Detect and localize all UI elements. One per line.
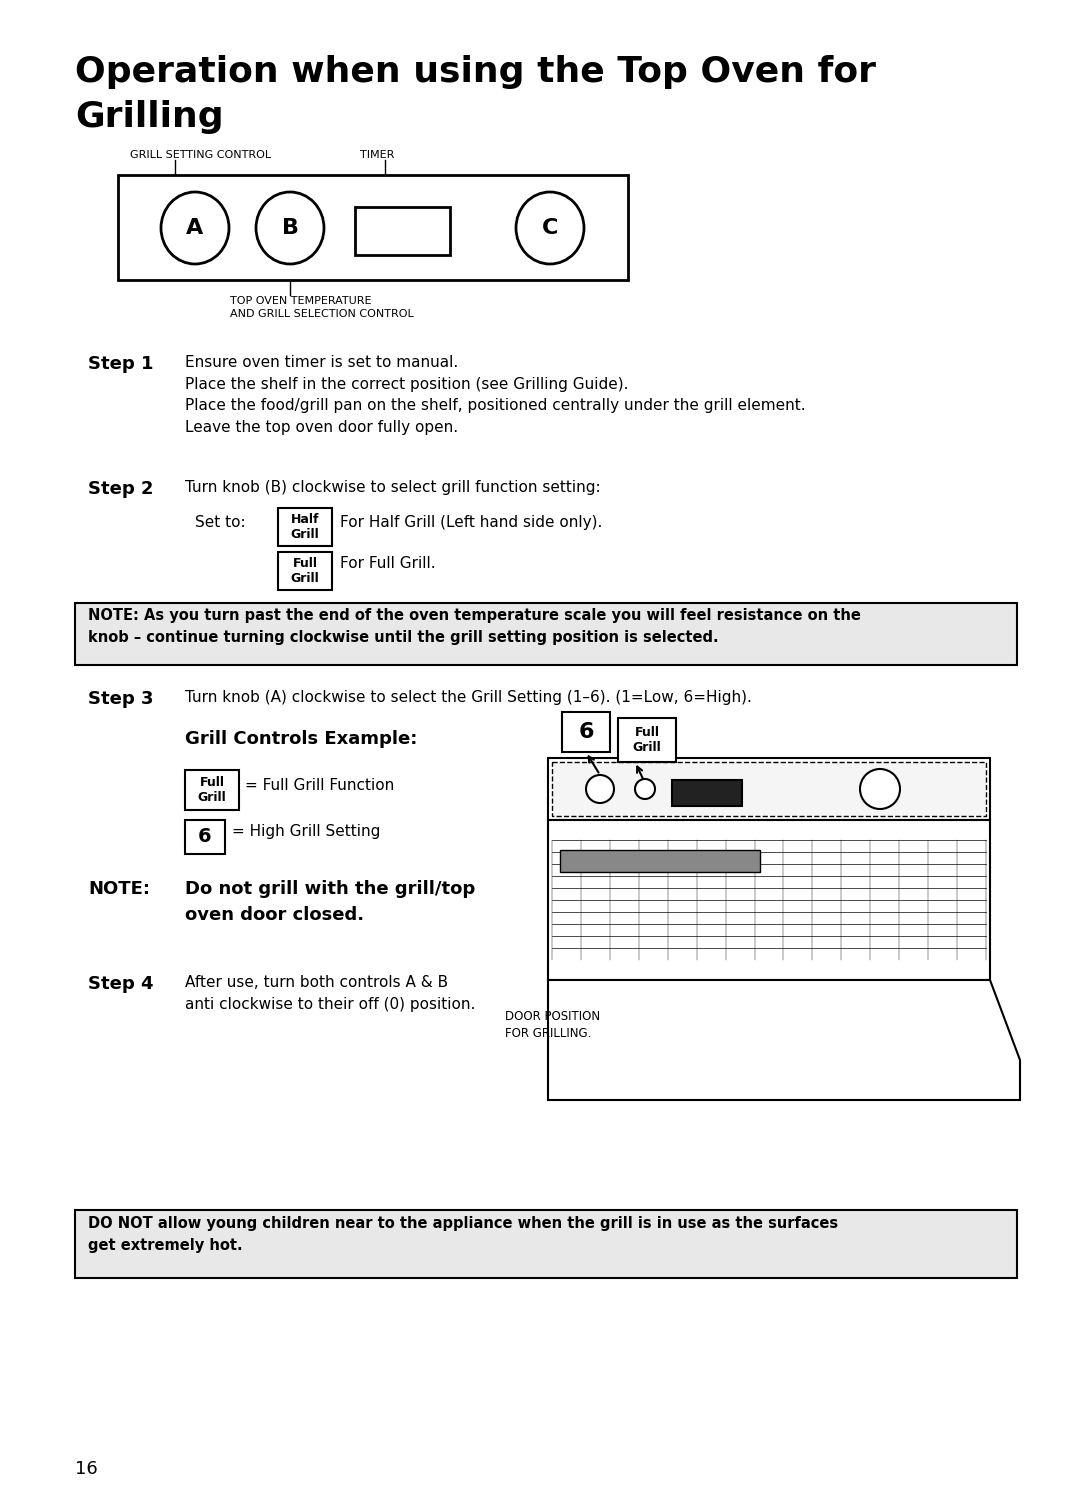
Text: C: C	[542, 218, 558, 239]
Text: Step 3: Step 3	[87, 691, 153, 709]
Circle shape	[860, 769, 900, 808]
Polygon shape	[552, 762, 986, 816]
Ellipse shape	[256, 192, 324, 264]
Text: 16: 16	[75, 1460, 98, 1478]
FancyBboxPatch shape	[75, 603, 1017, 665]
FancyBboxPatch shape	[185, 820, 225, 854]
Text: Step 4: Step 4	[87, 975, 153, 993]
Polygon shape	[548, 981, 1020, 1100]
Polygon shape	[548, 759, 990, 820]
Text: Turn knob (B) clockwise to select grill function setting:: Turn knob (B) clockwise to select grill …	[185, 480, 600, 496]
FancyBboxPatch shape	[278, 508, 332, 545]
Text: Grill Controls Example:: Grill Controls Example:	[185, 730, 417, 748]
Text: 6: 6	[199, 828, 212, 846]
Text: For Half Grill (Left hand side only).: For Half Grill (Left hand side only).	[340, 515, 603, 530]
Text: NOTE: As you turn past the end of the oven temperature scale you will feel resis: NOTE: As you turn past the end of the ov…	[87, 607, 861, 645]
Text: Step 2: Step 2	[87, 480, 153, 499]
Text: Full
Grill: Full Grill	[633, 725, 661, 754]
Circle shape	[586, 775, 615, 802]
FancyBboxPatch shape	[562, 712, 610, 752]
FancyBboxPatch shape	[75, 1210, 1017, 1278]
Text: Full
Grill: Full Grill	[291, 558, 320, 585]
Text: Set to:: Set to:	[195, 515, 245, 530]
Text: GRILL SETTING CONTROL: GRILL SETTING CONTROL	[130, 150, 271, 160]
FancyBboxPatch shape	[185, 771, 239, 810]
Text: B: B	[282, 218, 298, 239]
Text: Step 1: Step 1	[87, 355, 153, 373]
Circle shape	[635, 780, 654, 799]
Text: TOP OVEN TEMPERATURE
AND GRILL SELECTION CONTROL: TOP OVEN TEMPERATURE AND GRILL SELECTION…	[230, 296, 414, 319]
Ellipse shape	[161, 192, 229, 264]
Text: DOOR POSITION
FOR GRILLING.: DOOR POSITION FOR GRILLING.	[505, 1009, 600, 1040]
Text: = Full Grill Function: = Full Grill Function	[245, 778, 394, 793]
Text: For Full Grill.: For Full Grill.	[340, 556, 435, 571]
Text: Full
Grill: Full Grill	[198, 777, 227, 804]
Text: Ensure oven timer is set to manual.
Place the shelf in the correct position (see: Ensure oven timer is set to manual. Plac…	[185, 355, 806, 435]
FancyBboxPatch shape	[561, 851, 760, 872]
Text: Half
Grill: Half Grill	[291, 514, 320, 541]
Text: After use, turn both controls A & B
anti clockwise to their off (0) position.: After use, turn both controls A & B anti…	[185, 975, 475, 1011]
Text: Turn knob (A) clockwise to select the Grill Setting (1–6). (1=Low, 6=High).: Turn knob (A) clockwise to select the Gr…	[185, 691, 752, 706]
Text: 6: 6	[578, 722, 594, 742]
Text: NOTE:: NOTE:	[87, 879, 150, 898]
Polygon shape	[548, 820, 990, 981]
FancyBboxPatch shape	[672, 780, 742, 805]
FancyBboxPatch shape	[118, 175, 627, 280]
Text: = High Grill Setting: = High Grill Setting	[232, 823, 380, 839]
Text: A: A	[187, 218, 204, 239]
Text: Do not grill with the grill/top
oven door closed.: Do not grill with the grill/top oven doo…	[185, 879, 475, 923]
Text: Operation when using the Top Oven for: Operation when using the Top Oven for	[75, 54, 876, 89]
Text: Grilling: Grilling	[75, 100, 224, 134]
Text: DO NOT allow young children near to the appliance when the grill is in use as th: DO NOT allow young children near to the …	[87, 1216, 838, 1253]
Text: TIMER: TIMER	[360, 150, 394, 160]
Ellipse shape	[516, 192, 584, 264]
FancyBboxPatch shape	[618, 718, 676, 762]
FancyBboxPatch shape	[355, 207, 450, 255]
FancyBboxPatch shape	[278, 552, 332, 589]
